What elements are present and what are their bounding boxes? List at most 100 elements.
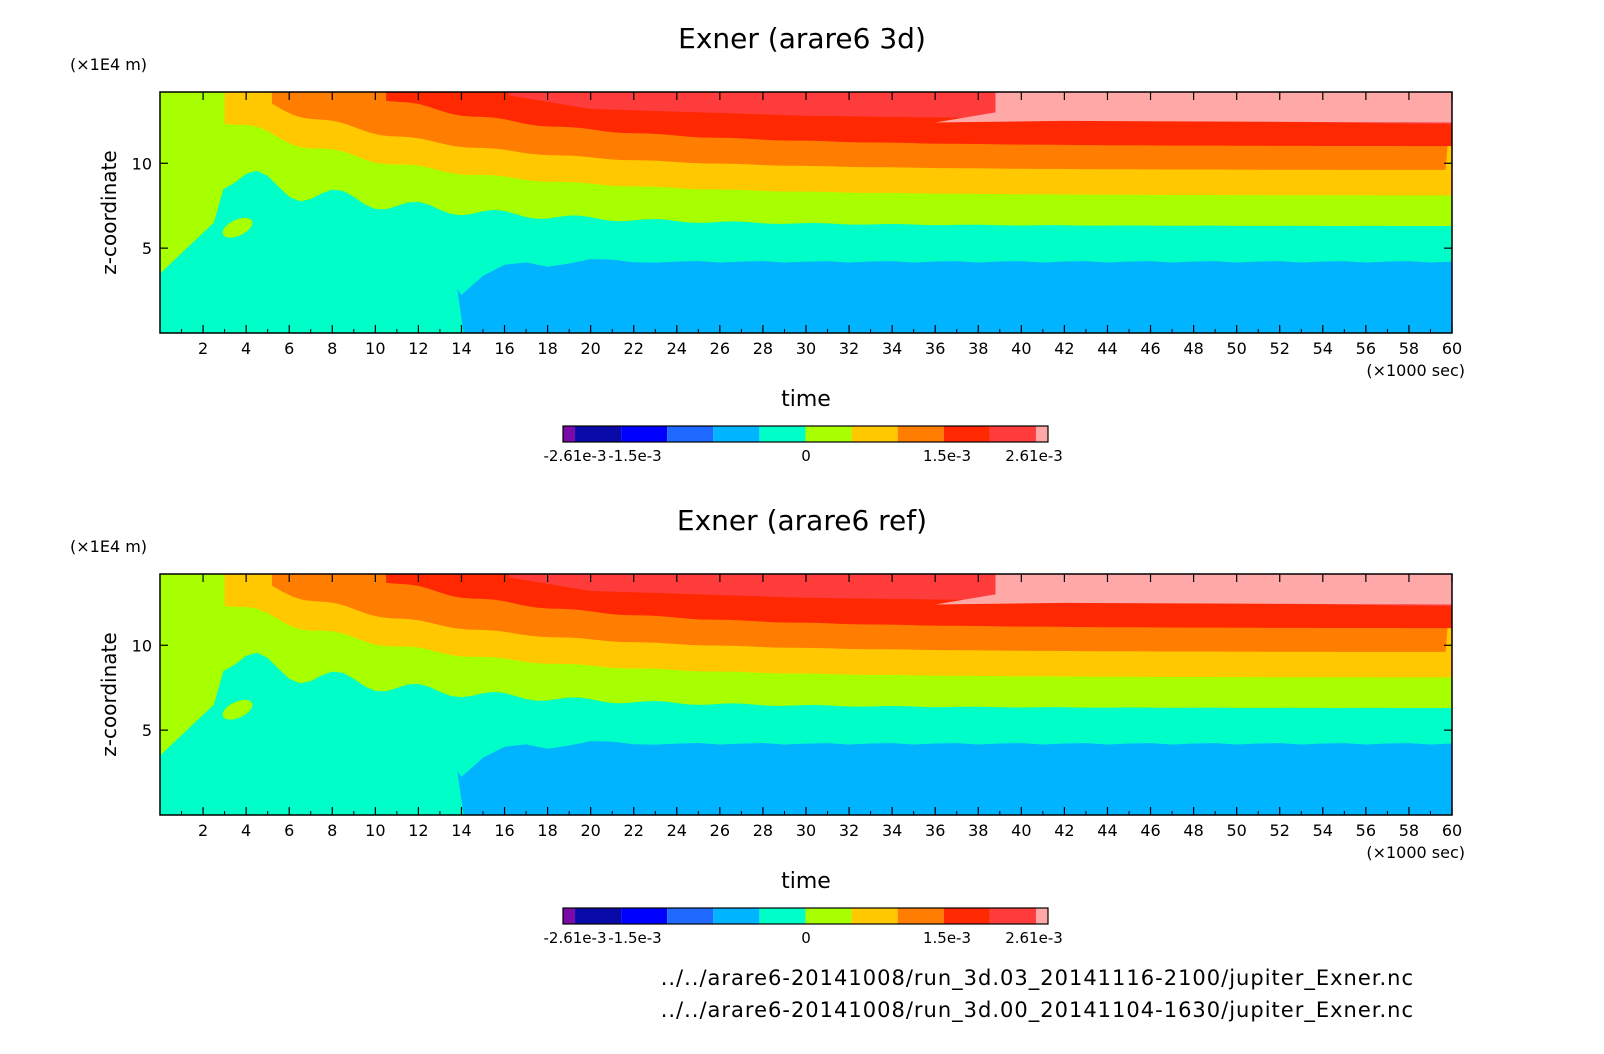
- x-tick-label: 40: [1011, 339, 1031, 358]
- source-file-1: ../../arare6-20141008/run_3d.03_20141116…: [660, 966, 1414, 990]
- colorbar-tick-label: 0: [801, 447, 811, 465]
- x-tick-label: 6: [284, 821, 294, 840]
- x-tick-label: 32: [839, 821, 859, 840]
- colorbar-swatch: [989, 426, 1036, 442]
- colorbar-swatch: [943, 908, 990, 924]
- y-axis-label: z-coordinate: [97, 150, 121, 274]
- x-tick-label: 34: [882, 339, 902, 358]
- x-tick-label: 42: [1054, 339, 1074, 358]
- chart-title: Exner (arare6 3d): [678, 22, 926, 55]
- colorbar-swatch: [851, 908, 898, 924]
- y-tick-label: 5: [142, 721, 152, 740]
- x-tick-label: 20: [580, 821, 600, 840]
- source-file-2: ../../arare6-20141008/run_3d.00_20141104…: [660, 998, 1414, 1022]
- y-tick-label: 5: [142, 239, 152, 258]
- x-tick-label: 46: [1140, 339, 1160, 358]
- y-axis-label: z-coordinate: [97, 632, 121, 756]
- x-tick-label: 6: [284, 339, 294, 358]
- colorbar-swatch: [1035, 908, 1048, 924]
- colorbar-swatch: [805, 426, 852, 442]
- x-unit-label: (×1000 sec): [1366, 843, 1465, 862]
- x-tick-label: 54: [1313, 821, 1333, 840]
- colorbar-tick-label: -2.61e-3: [544, 929, 607, 947]
- x-tick-label: 28: [753, 821, 773, 840]
- x-tick-label: 2: [198, 339, 208, 358]
- colorbar-swatch: [897, 426, 944, 442]
- x-tick-label: 2: [198, 821, 208, 840]
- colorbar-swatch: [759, 426, 806, 442]
- x-tick-label: 14: [451, 821, 471, 840]
- colorbar-swatch: [713, 426, 760, 442]
- band-blue: [457, 741, 1452, 815]
- x-tick-label: 12: [408, 821, 428, 840]
- colorbar-tick-label: -2.61e-3: [544, 447, 607, 465]
- x-tick-label: 54: [1313, 339, 1333, 358]
- colorbar-frame: [562, 425, 1049, 443]
- x-tick-label: 48: [1183, 821, 1203, 840]
- colorbar-swatch: [759, 908, 806, 924]
- band-green-left: [160, 574, 234, 756]
- x-tick-label: 44: [1097, 339, 1117, 358]
- colorbar-swatch: [575, 426, 622, 442]
- x-tick-label: 32: [839, 339, 859, 358]
- colorbar-swatch: [563, 908, 576, 924]
- x-tick-label: 50: [1226, 339, 1246, 358]
- x-tick-label: 60: [1442, 339, 1462, 358]
- x-axis-label: time: [781, 869, 831, 894]
- x-tick-label: 38: [968, 821, 988, 840]
- x-tick-label: 18: [537, 339, 557, 358]
- x-tick-label: 26: [710, 339, 730, 358]
- colorbar-swatch: [713, 908, 760, 924]
- x-tick-label: 30: [796, 339, 816, 358]
- x-tick-label: 4: [241, 821, 251, 840]
- x-unit-label: (×1000 sec): [1366, 361, 1465, 380]
- colorbar-swatch: [1035, 426, 1048, 442]
- x-tick-label: 52: [1270, 339, 1290, 358]
- x-tick-label: 38: [968, 339, 988, 358]
- colorbar-tick-label: -1.5e-3: [608, 447, 661, 465]
- colorbar-tick-label: 0: [801, 929, 811, 947]
- x-tick-label: 28: [753, 339, 773, 358]
- x-tick-label: 56: [1356, 339, 1376, 358]
- x-tick-label: 48: [1183, 339, 1203, 358]
- x-tick-label: 52: [1270, 821, 1290, 840]
- y-tick-label: 10: [132, 154, 152, 173]
- y-unit-label: (×1E4 m): [70, 55, 147, 74]
- green-blob: [222, 217, 253, 238]
- colorbar-tick-label: 2.61e-3: [1005, 929, 1063, 947]
- x-tick-label: 24: [667, 339, 687, 358]
- x-tick-label: 16: [494, 339, 514, 358]
- x-tick-label: 26: [710, 821, 730, 840]
- colorbar-swatch: [667, 426, 714, 442]
- x-tick-label: 4: [241, 339, 251, 358]
- colorbar-swatch: [897, 908, 944, 924]
- green-blob: [222, 699, 253, 720]
- x-tick-label: 22: [624, 821, 644, 840]
- x-tick-label: 10: [365, 339, 385, 358]
- band-green-left: [160, 92, 234, 274]
- colorbar-swatch: [563, 426, 576, 442]
- x-tick-label: 60: [1442, 821, 1462, 840]
- colorbar-swatch: [621, 426, 668, 442]
- x-tick-label: 42: [1054, 821, 1074, 840]
- colorbar-tick-label: -1.5e-3: [608, 929, 661, 947]
- colorbar-swatch: [805, 908, 852, 924]
- x-tick-label: 8: [327, 339, 337, 358]
- x-tick-label: 56: [1356, 821, 1376, 840]
- x-tick-label: 8: [327, 821, 337, 840]
- y-unit-label: (×1E4 m): [70, 537, 147, 556]
- colorbar-tick-label: 2.61e-3: [1005, 447, 1063, 465]
- colorbar-tick-label: 1.5e-3: [923, 929, 971, 947]
- chart-title: Exner (arare6 ref): [677, 504, 927, 537]
- x-tick-label: 10: [365, 821, 385, 840]
- x-tick-label: 16: [494, 821, 514, 840]
- x-tick-label: 30: [796, 821, 816, 840]
- x-tick-label: 40: [1011, 821, 1031, 840]
- x-tick-label: 24: [667, 821, 687, 840]
- x-tick-label: 14: [451, 339, 471, 358]
- colorbar-tick-label: 1.5e-3: [923, 447, 971, 465]
- x-tick-label: 36: [925, 339, 945, 358]
